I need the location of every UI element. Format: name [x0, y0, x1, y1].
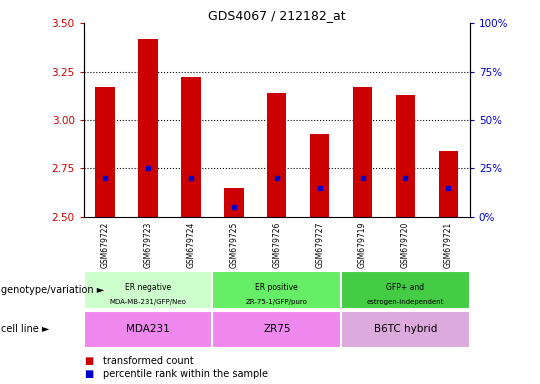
Text: ■: ■: [84, 356, 93, 366]
Text: ZR75: ZR75: [263, 324, 291, 334]
Bar: [438, 151, 458, 217]
Text: cell line ►: cell line ►: [1, 324, 50, 334]
Bar: [341, 311, 470, 348]
Bar: [212, 271, 341, 309]
Bar: [396, 95, 415, 217]
Bar: [96, 87, 115, 217]
Text: GSM679727: GSM679727: [315, 222, 324, 268]
Text: ER negative: ER negative: [125, 283, 171, 293]
Text: GSM679724: GSM679724: [186, 222, 195, 268]
Text: B6TC hybrid: B6TC hybrid: [374, 324, 437, 334]
Text: GFP+ and: GFP+ and: [387, 283, 424, 293]
Text: estrogen-independent: estrogen-independent: [367, 299, 444, 305]
Text: transformed count: transformed count: [103, 356, 193, 366]
Text: GSM679722: GSM679722: [100, 222, 110, 268]
Text: genotype/variation ►: genotype/variation ►: [1, 285, 104, 295]
Text: percentile rank within the sample: percentile rank within the sample: [103, 369, 268, 379]
Bar: [224, 188, 244, 217]
Bar: [310, 134, 329, 217]
Text: GSM679720: GSM679720: [401, 222, 410, 268]
Text: GSM679719: GSM679719: [358, 222, 367, 268]
Text: MDA231: MDA231: [126, 324, 170, 334]
Bar: [181, 77, 200, 217]
Bar: [84, 271, 212, 309]
Bar: [267, 93, 286, 217]
Bar: [341, 271, 470, 309]
Bar: [138, 38, 158, 217]
Bar: [353, 87, 372, 217]
Text: GSM679726: GSM679726: [272, 222, 281, 268]
Bar: [84, 311, 212, 348]
Text: ZR-75-1/GFP/puro: ZR-75-1/GFP/puro: [246, 299, 308, 305]
Title: GDS4067 / 212182_at: GDS4067 / 212182_at: [208, 9, 346, 22]
Text: ■: ■: [84, 369, 93, 379]
Text: ER positive: ER positive: [255, 283, 298, 293]
Bar: [212, 311, 341, 348]
Text: MDA-MB-231/GFP/Neo: MDA-MB-231/GFP/Neo: [110, 299, 186, 305]
Text: GSM679723: GSM679723: [144, 222, 153, 268]
Text: GSM679725: GSM679725: [230, 222, 238, 268]
Text: GSM679721: GSM679721: [444, 222, 453, 268]
